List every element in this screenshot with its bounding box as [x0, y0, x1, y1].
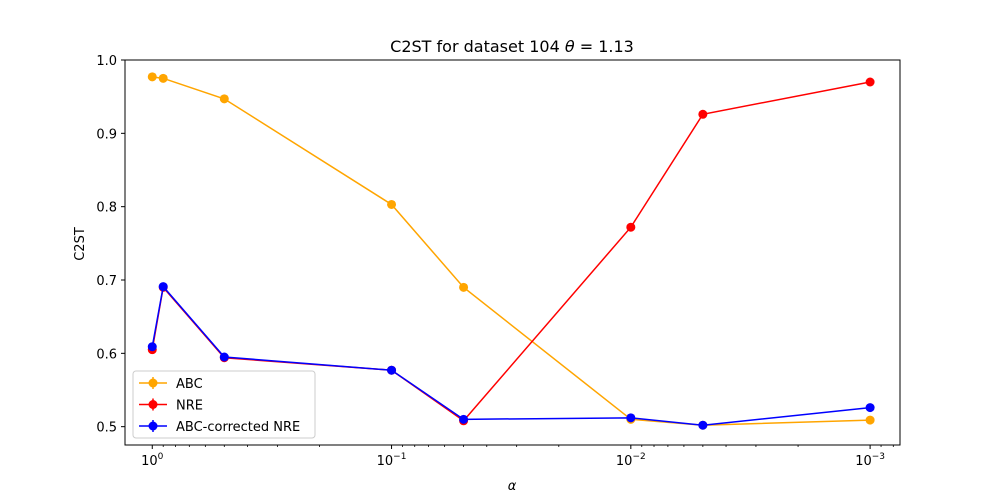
legend-marker	[148, 378, 158, 388]
data-point	[459, 282, 469, 292]
legend: ABC NRE ABC-corrected NRE	[132, 370, 316, 439]
data-point	[387, 199, 397, 209]
x-tick-label: 10−1	[377, 452, 407, 469]
data-point	[626, 222, 636, 232]
legend-entry: ABC-corrected NRE	[176, 420, 300, 435]
data-point	[219, 94, 229, 104]
data-point	[865, 77, 875, 87]
y-axis-label: C2ST	[73, 227, 88, 261]
data-point	[865, 403, 875, 413]
legend-marker	[148, 421, 158, 431]
data-point	[626, 413, 636, 423]
series-line-1	[151, 81, 871, 422]
y-tick-label: 0.6	[96, 347, 117, 362]
data-point	[698, 109, 708, 119]
y-tick-label: 1.0	[96, 54, 117, 69]
legend-entry: NRE	[176, 399, 203, 414]
x-tick-label: 10−3	[855, 452, 885, 469]
data-point	[147, 72, 157, 82]
y-tick-label: 0.8	[96, 201, 117, 216]
data-point	[459, 414, 469, 424]
chart-title: C2ST for dataset 104 θ = 1.13	[390, 37, 634, 56]
y-tick-label: 0.5	[96, 421, 117, 436]
legend-marker	[148, 400, 158, 409]
series-line-2	[151, 284, 871, 426]
axes-frame	[124, 59, 901, 446]
legend-entry: ABC	[176, 377, 203, 392]
plot-area: 100 10−1 10−2 10−3 0.5 0.6 0.7 0.8 0.9 1.0	[96, 54, 901, 469]
data-point	[147, 342, 157, 352]
y-tick-label: 0.7	[96, 274, 117, 289]
data-point	[219, 352, 229, 362]
x-tick-label: 100	[141, 452, 164, 469]
legend-box	[132, 370, 316, 439]
data-point	[158, 73, 168, 83]
x-tick-label: 10−2	[616, 452, 646, 469]
x-axis-label: α	[508, 479, 517, 494]
data-point	[387, 365, 397, 375]
data-point	[158, 282, 168, 292]
data-point	[698, 420, 708, 430]
y-tick-label: 0.9	[96, 127, 117, 142]
data-point	[865, 415, 875, 425]
